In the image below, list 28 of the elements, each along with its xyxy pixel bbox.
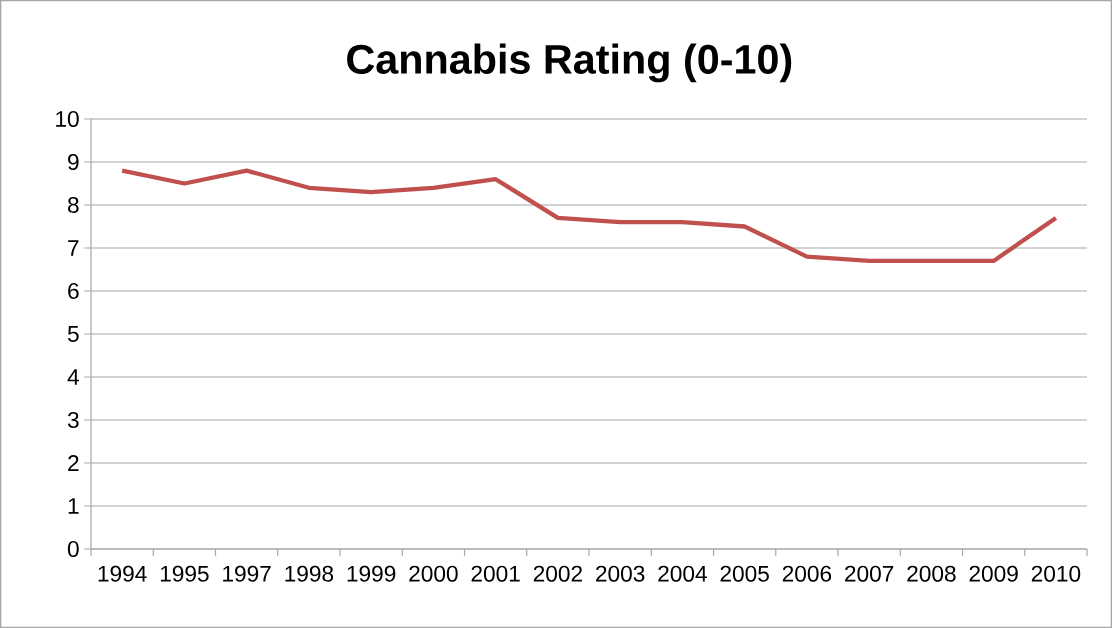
x-tick-label: 1999 xyxy=(347,565,396,582)
y-tick-label: 3 xyxy=(67,411,79,429)
y-tick-label: 6 xyxy=(68,282,79,300)
x-tick-label: 2009 xyxy=(969,565,1018,582)
x-tick-label: 2002 xyxy=(533,565,582,582)
x-tick-label: 1998 xyxy=(285,565,334,582)
x-tick-label: 2007 xyxy=(845,565,894,582)
y-tick-label: 4 xyxy=(67,369,79,385)
x-tick-label: 1994 xyxy=(98,565,147,582)
x-tick-label: 2001 xyxy=(471,565,520,582)
x-tick-label: 2003 xyxy=(596,565,645,582)
x-tick-label: 2008 xyxy=(907,565,956,582)
y-tick-label: 2 xyxy=(68,455,79,471)
x-tick-label: 1995 xyxy=(160,565,209,582)
x-tick-label: 2000 xyxy=(409,565,458,582)
y-tick-label: 1 xyxy=(68,498,79,514)
x-tick-label: 2004 xyxy=(658,565,707,582)
y-tick-label: 10 xyxy=(56,110,79,128)
x-tick-label: 2006 xyxy=(782,565,832,582)
y-tick-label: 7 xyxy=(68,240,79,256)
y-tick-label: 5 xyxy=(67,326,79,342)
x-tick-label: 2005 xyxy=(720,565,769,582)
x-tick-label: 2010 xyxy=(1031,565,1081,582)
y-tick-label: 9 xyxy=(68,153,79,171)
y-tick-label: 8 xyxy=(68,196,79,214)
x-tick-label: 1997 xyxy=(223,565,271,582)
chart-title: Cannabis Rating (0-10) xyxy=(347,43,792,83)
y-tick-label: 0 xyxy=(67,540,79,558)
